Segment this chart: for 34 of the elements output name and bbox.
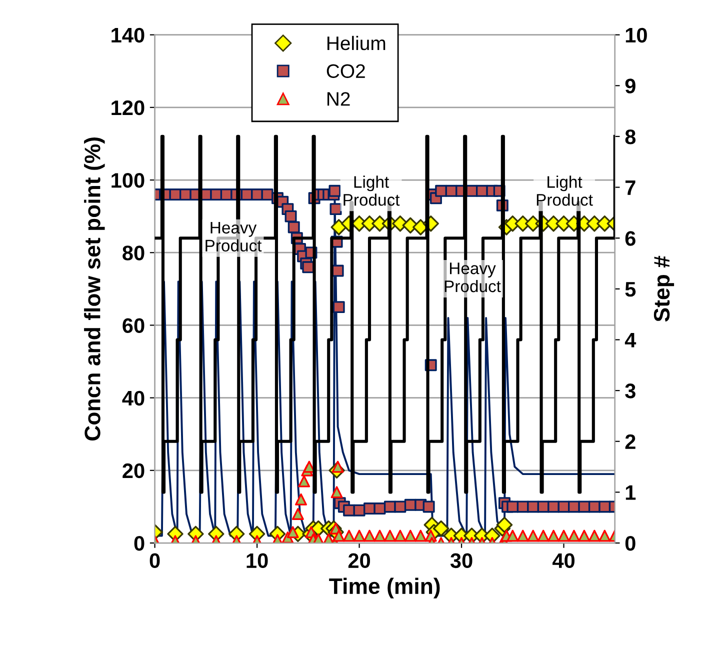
x-tick-label: 20 — [348, 553, 370, 568]
y2-tick-label: 5 — [625, 282, 636, 297]
y2-tick-label: 9 — [625, 78, 636, 94]
y-tick-label: 60 — [122, 318, 144, 333]
y-tick-label: 140 — [112, 28, 144, 43]
x-tick-label: 40 — [552, 553, 574, 568]
x-tick-label: 30 — [450, 553, 472, 568]
x-tick-label: 0 — [150, 553, 160, 568]
y-tick-label: 40 — [122, 390, 144, 406]
y2-tick-label: 2 — [625, 434, 636, 449]
legend-label: N2 — [327, 92, 350, 106]
y2-axis-title: Step # — [654, 256, 674, 322]
y2-tick-label: 0 — [625, 536, 636, 551]
legend-label: Helium — [327, 36, 386, 50]
y-tick-label: 20 — [122, 463, 144, 478]
y-tick-label: 0 — [134, 536, 144, 551]
y2-tick-label: 8 — [625, 129, 636, 144]
annotation: Light Product — [536, 176, 593, 206]
x-tick-label: 10 — [246, 553, 268, 568]
y-tick-label: 120 — [112, 100, 144, 116]
y2-tick-label: 4 — [624, 332, 636, 348]
y-tick-label: 100 — [112, 173, 144, 188]
legend-label: CO2 — [326, 64, 365, 78]
y2-tick-label: 3 — [625, 384, 636, 398]
y-axis-title: Concn and flow set point (%) — [84, 138, 105, 440]
y2-tick-label: 7 — [625, 180, 636, 195]
y2-tick-label: 10 — [626, 28, 647, 43]
x-axis-title: Time (min) — [329, 578, 440, 598]
y-tick-label: 80 — [122, 246, 144, 260]
annotation: Heavy Product — [444, 262, 501, 292]
annotation: Heavy Product — [206, 222, 262, 252]
y2-tick-label: 1 — [626, 485, 636, 500]
annotation: Light Product — [344, 176, 400, 206]
y2-tick-label: 6 — [625, 231, 636, 246]
